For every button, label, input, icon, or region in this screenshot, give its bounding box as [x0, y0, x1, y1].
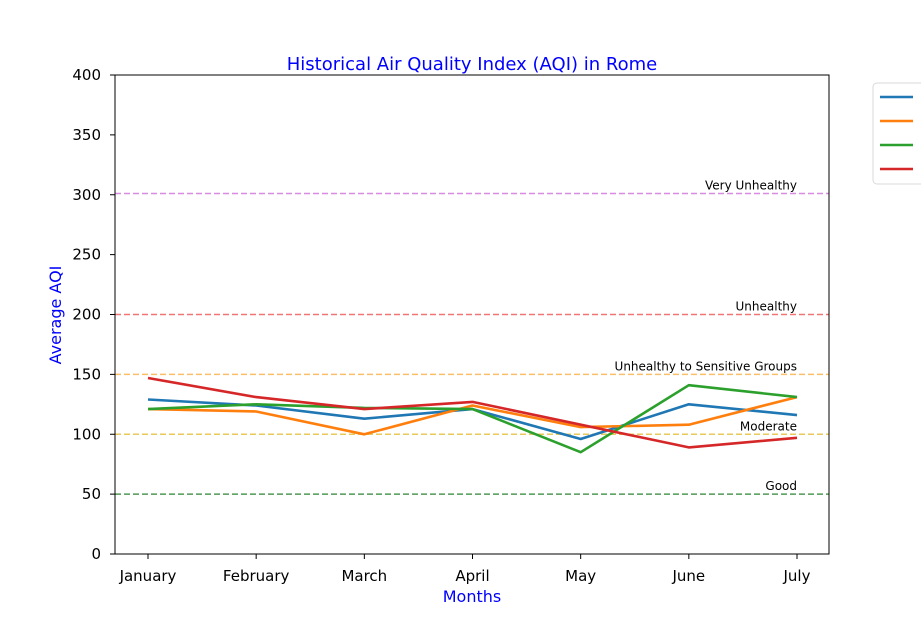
- threshold-label-3: Unhealthy: [736, 300, 797, 314]
- legend-box: [872, 82, 921, 185]
- y-tick-label-1: 50: [82, 485, 101, 503]
- y-tick-label-5: 250: [72, 246, 101, 264]
- y-tick-label-0: 0: [91, 545, 101, 563]
- x-tick-label-1: February: [223, 567, 290, 585]
- threshold-label-0: Good: [765, 479, 797, 493]
- series-line-3: [147, 376, 798, 449]
- series-line-2: [147, 383, 798, 454]
- x-axis-label: Months: [443, 587, 501, 606]
- y-tick-label-4: 200: [72, 306, 101, 324]
- x-tick-label-0: January: [119, 567, 177, 585]
- x-tick-label-5: June: [671, 567, 705, 585]
- y-tick-label-6: 300: [72, 186, 101, 204]
- x-tick-label-4: May: [565, 567, 596, 585]
- y-axis-label: Average AQI: [46, 266, 65, 365]
- x-tick-label-2: March: [341, 567, 387, 585]
- threshold-label-2: Unhealthy to Sensitive Groups: [615, 359, 797, 373]
- threshold-label-1: Moderate: [740, 419, 797, 433]
- threshold-label-4: Very Unhealthy: [705, 179, 797, 193]
- y-tick-label-7: 350: [72, 126, 101, 144]
- y-tick-label-8: 400: [72, 66, 101, 84]
- x-tick-label-3: April: [455, 567, 489, 585]
- chart-title: Historical Air Quality Index (AQI) in Ro…: [287, 54, 657, 75]
- y-tick-label-3: 150: [72, 365, 101, 383]
- series-line-1: [147, 395, 798, 436]
- x-tick-label-6: July: [783, 567, 811, 585]
- y-tick-label-2: 100: [72, 425, 101, 443]
